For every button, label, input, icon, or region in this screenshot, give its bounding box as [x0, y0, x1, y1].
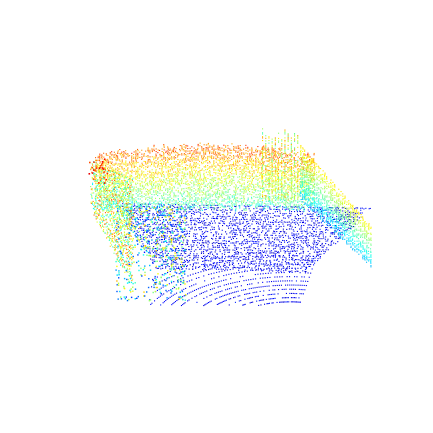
- hot-points: [88, 158, 110, 184]
- left-wall-points: [90, 161, 134, 282]
- column-points: [262, 128, 299, 201]
- vegetation-points: [115, 205, 187, 302]
- front-arc-points: [150, 250, 319, 307]
- back-wall-points: [95, 142, 315, 212]
- right-wall-points: [300, 145, 372, 268]
